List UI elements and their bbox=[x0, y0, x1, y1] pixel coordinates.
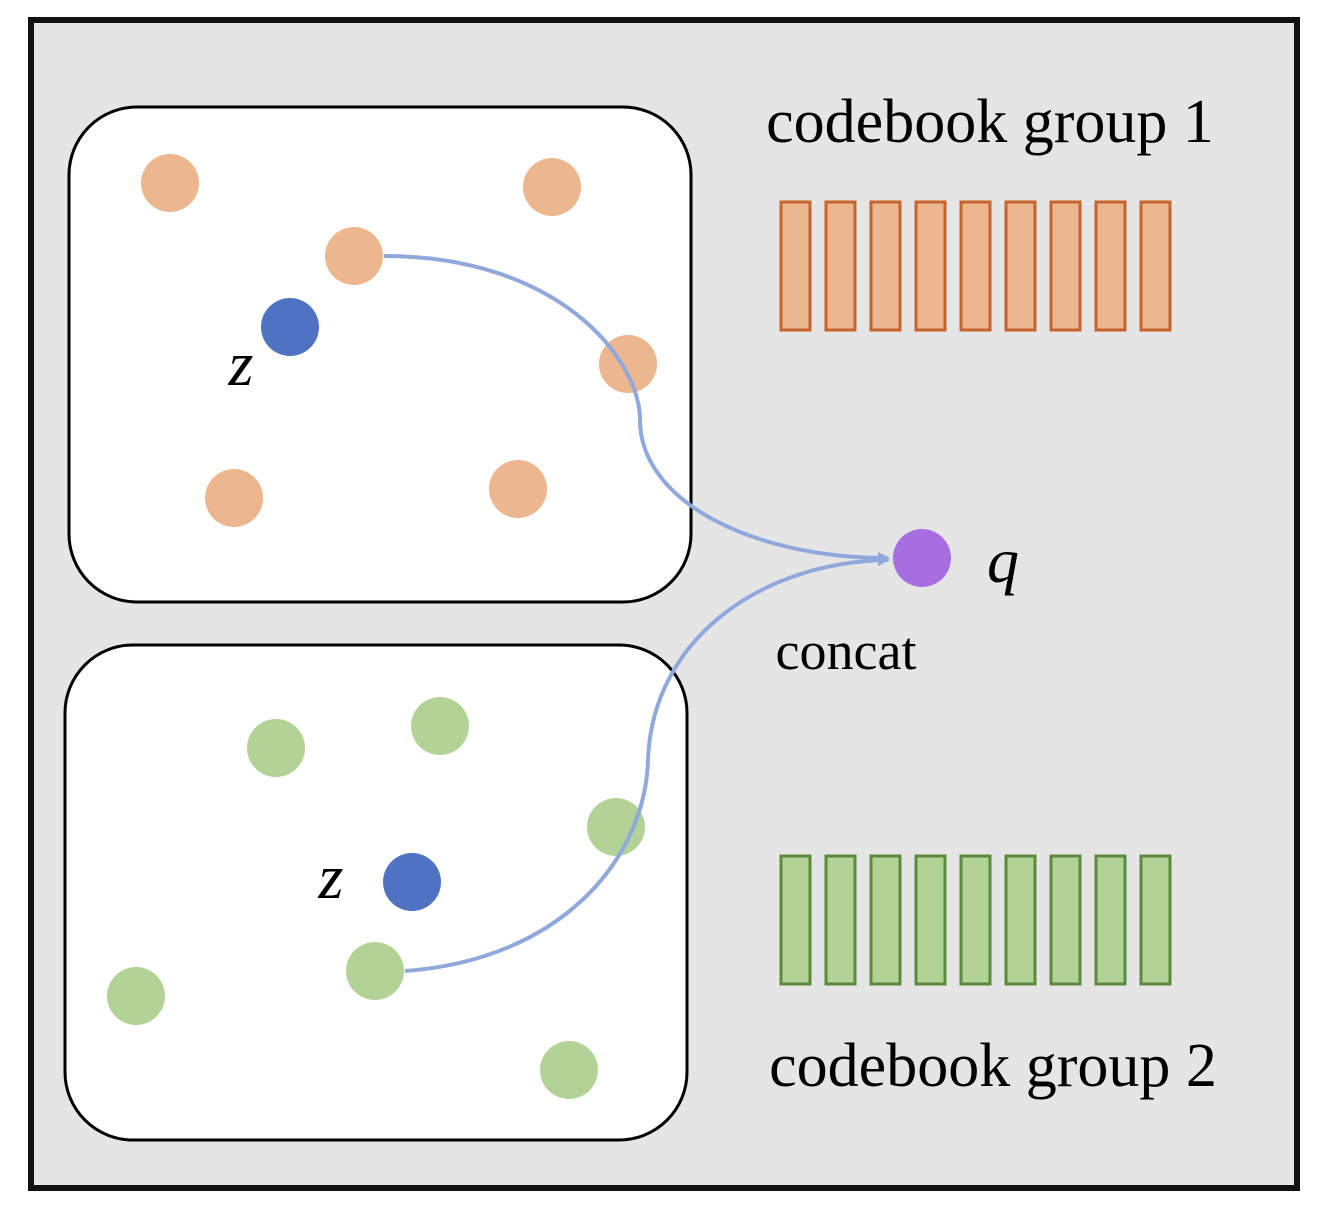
codebook-entry bbox=[1004, 854, 1037, 986]
codebook-entry bbox=[869, 200, 902, 332]
codebook-group-2-label: codebook group 2 bbox=[769, 1032, 1217, 1100]
codebook-entry bbox=[1094, 200, 1127, 332]
codebook-entry bbox=[1094, 854, 1127, 986]
z-label-bottom: z bbox=[318, 841, 344, 912]
codebook-points-group-1 bbox=[141, 154, 657, 527]
codebook-entry bbox=[824, 200, 857, 332]
z-point-bottom bbox=[383, 853, 441, 911]
codebook-entry bbox=[914, 200, 947, 332]
z-point-top bbox=[261, 298, 319, 356]
codebook-point bbox=[540, 1041, 598, 1099]
codebook-bars-group-1 bbox=[779, 200, 1172, 332]
arrow-from-group-1 bbox=[383, 254, 890, 564]
arrow-from-group-2 bbox=[404, 554, 890, 973]
codebook-point bbox=[205, 469, 263, 527]
codebook-point bbox=[587, 798, 645, 856]
codebook-entry bbox=[1004, 200, 1037, 332]
codebook-entry bbox=[914, 854, 947, 986]
codebook-entry bbox=[1049, 854, 1082, 986]
q-point bbox=[893, 529, 951, 587]
codebook-entry bbox=[1049, 200, 1082, 332]
codebook-entry bbox=[1139, 200, 1172, 332]
codebook-point bbox=[489, 460, 547, 518]
codebook-entry bbox=[779, 200, 812, 332]
codebook-entry bbox=[869, 854, 902, 986]
codebook-entry bbox=[959, 854, 992, 986]
z-label-top: z bbox=[228, 328, 254, 399]
codebook-bars-group-2 bbox=[779, 854, 1172, 986]
codebook-entry bbox=[1139, 854, 1172, 986]
codebook-points-group-2 bbox=[107, 697, 645, 1099]
q-label: q bbox=[987, 525, 1019, 596]
codebook-entry bbox=[959, 200, 992, 332]
codebook-point bbox=[141, 154, 199, 212]
codebook-point bbox=[346, 942, 404, 1000]
codebook-point bbox=[411, 697, 469, 755]
codebook-point bbox=[523, 158, 581, 216]
codebook-group-1-label: codebook group 1 bbox=[766, 88, 1214, 156]
codebook-point bbox=[247, 719, 305, 777]
codebook-space-panel-2 bbox=[63, 643, 689, 1142]
codebook-point bbox=[107, 967, 165, 1025]
concat-label: concat bbox=[776, 621, 917, 681]
codebook-entry bbox=[824, 854, 857, 986]
codebook-entry bbox=[779, 854, 812, 986]
codebook-point bbox=[325, 227, 383, 285]
